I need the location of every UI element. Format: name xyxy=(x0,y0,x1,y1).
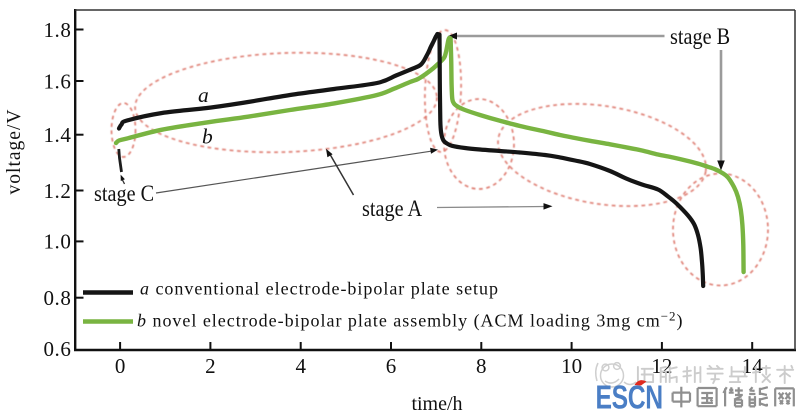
svg-text:1.0: 1.0 xyxy=(43,230,71,254)
svg-text:b novel electrode-bipolar plat: b novel electrode-bipolar plate assembly… xyxy=(137,309,683,332)
svg-text:0.6: 0.6 xyxy=(43,337,71,361)
svg-text:6: 6 xyxy=(386,354,397,378)
svg-text:a: a xyxy=(198,83,209,107)
svg-text:b: b xyxy=(202,125,213,149)
svg-text:10: 10 xyxy=(561,354,582,378)
svg-text:voltage/V: voltage/V xyxy=(4,109,25,195)
svg-text:stage A: stage A xyxy=(362,196,422,221)
svg-text:time/h: time/h xyxy=(411,393,462,412)
svg-text:4: 4 xyxy=(295,354,306,378)
svg-text:1.4: 1.4 xyxy=(43,123,71,147)
svg-text:1.8: 1.8 xyxy=(43,18,71,42)
svg-text:1.6: 1.6 xyxy=(43,69,71,93)
svg-text:ESCN: ESCN xyxy=(596,380,663,412)
svg-text:1.2: 1.2 xyxy=(43,179,71,203)
svg-text:stage B: stage B xyxy=(670,24,730,49)
svg-text:12: 12 xyxy=(651,354,672,378)
svg-text:8: 8 xyxy=(476,354,487,378)
svg-text:0: 0 xyxy=(115,354,126,378)
svg-text:2: 2 xyxy=(205,354,216,378)
svg-text:a conventional electrode-bipol: a conventional electrode-bipolar plate s… xyxy=(140,279,499,299)
svg-text:0.8: 0.8 xyxy=(43,286,71,310)
svg-text:stage C: stage C xyxy=(94,181,154,206)
